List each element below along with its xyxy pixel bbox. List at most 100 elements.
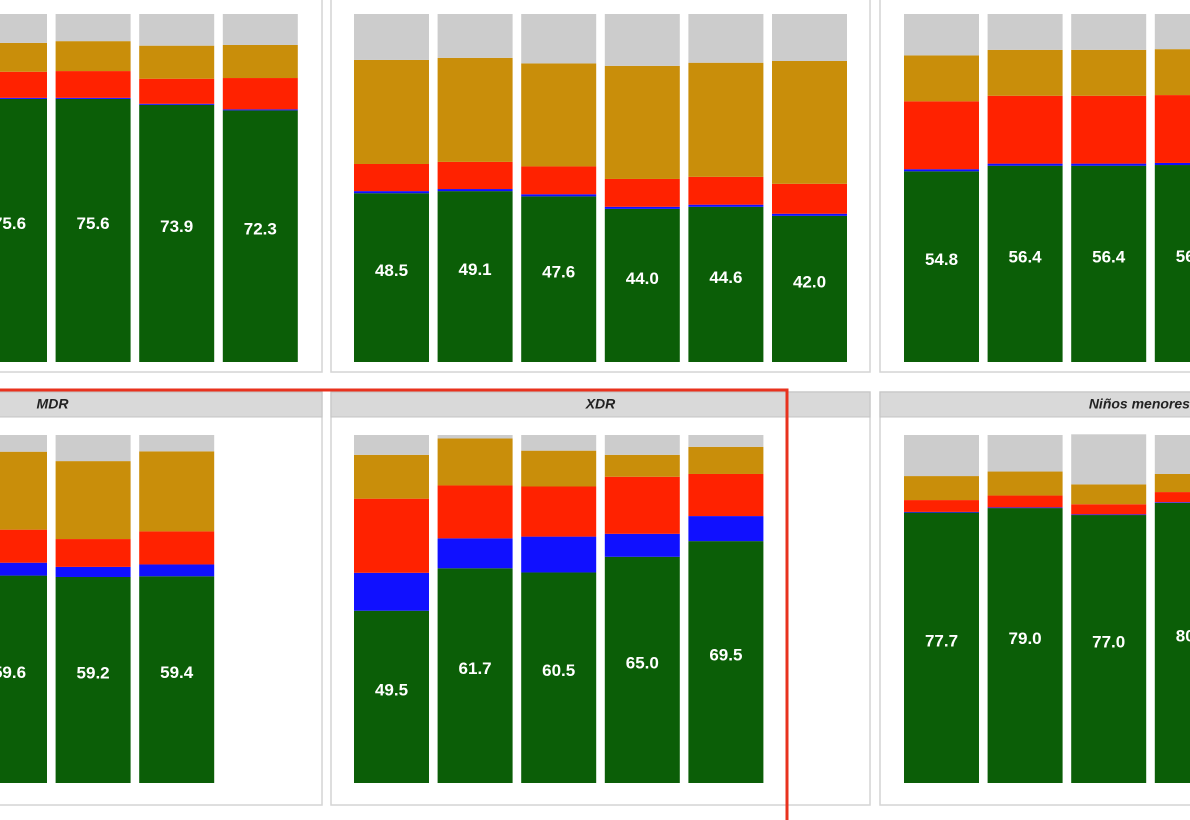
strip-title: Niños menores de [1089,396,1190,412]
bar-segment [1071,515,1147,783]
bar-segment [987,508,1063,783]
bar-segment [55,98,131,363]
data-label: 75.6 [0,214,26,233]
bar-segment [437,568,513,783]
bar-segment [521,166,597,195]
bar-segment [1071,504,1147,515]
bar-segment [437,14,513,58]
bar-segment [354,163,429,192]
bar-segment [139,435,215,452]
bar-segment [55,41,131,72]
bar-segment [604,533,680,557]
strip-title: MDR [37,396,70,412]
bar-segment [604,178,680,207]
bar-segment [904,101,979,170]
bar-segment [1071,163,1147,166]
bar-segment [904,55,979,102]
data-label: 73.9 [160,217,193,236]
bar-segment [354,435,429,455]
data-label: 77.0 [1092,633,1125,652]
bar-segment [0,14,47,43]
bar-segment [772,14,847,61]
bar-segment [354,498,429,573]
bar-segment [55,461,131,540]
strip-title: XDR [585,396,616,412]
bar-segment [354,610,429,783]
bar-segment [521,63,597,167]
data-label: 44.6 [709,268,742,287]
bar-segment [1154,435,1190,474]
bar-segment [0,435,47,452]
data-label: 56.6 [1176,247,1190,266]
bar-segment [139,14,215,46]
bar-segment [521,486,597,537]
bar-segment [139,45,215,79]
bar-segment [139,451,215,532]
bar-segment [1071,95,1147,164]
bar-segment [437,485,513,539]
bar-segment [222,109,298,111]
bar-segment [55,14,131,42]
bar-segment [688,204,764,207]
data-label: 56.4 [1009,247,1043,266]
strip-background [330,391,871,418]
bar-segment [604,206,680,209]
bar-segment [55,435,131,462]
bar-segment [987,95,1063,164]
data-label: 56.4 [1092,247,1126,266]
bar-segment [0,451,47,530]
bar-segment [987,165,1063,362]
bar-segment [1071,165,1147,362]
bar-segment [139,103,215,105]
bar-segment [987,471,1063,496]
bar-segment [987,14,1063,50]
bar-segment [521,572,597,783]
data-label: 49.1 [459,260,492,279]
bar-segment [1071,14,1147,50]
bar-segment [437,435,513,439]
bar-segment [904,476,979,501]
data-label: 65.0 [626,653,659,672]
highlight-frame [0,388,789,820]
bar-segment [688,541,764,783]
bar-segment [688,435,764,447]
bar-segment [521,196,597,362]
data-label: 42.0 [793,272,826,291]
bar-segment [222,78,298,110]
bar-segment [55,71,131,98]
bar-segment [1154,473,1190,493]
data-label: 59.2 [77,663,110,682]
bar-segment [1071,514,1147,516]
bar-segment [904,500,979,512]
data-label: 49.5 [375,680,408,699]
bar-segment [1071,49,1147,96]
bar-segment [688,516,764,542]
bar-segment [904,512,979,783]
bar-segment [904,171,979,362]
bar-segment [139,564,215,577]
bar-segment [688,473,764,517]
data-label: 44.0 [626,269,659,288]
bar-segment [0,42,47,72]
bar-segment [772,213,847,216]
bar-segment [139,78,215,104]
bar-segment [604,65,680,179]
data-label: 54.8 [925,250,958,269]
bar-segment [604,435,680,455]
bar-segment [904,169,979,172]
bar-segment [354,191,429,194]
data-label: 80.5 [1176,626,1190,645]
bar-segment [0,529,47,563]
bar-segment [437,438,513,486]
data-label: 59.4 [160,663,194,682]
bar-segment [354,454,429,499]
bar-segment [0,98,47,363]
data-label: 61.7 [459,659,492,678]
bar-segment [772,215,847,362]
bar-segment [55,566,131,577]
bar-segment [437,57,513,162]
bar-segment [521,450,597,487]
bar-segment [0,71,47,98]
bar-segment [521,536,597,573]
